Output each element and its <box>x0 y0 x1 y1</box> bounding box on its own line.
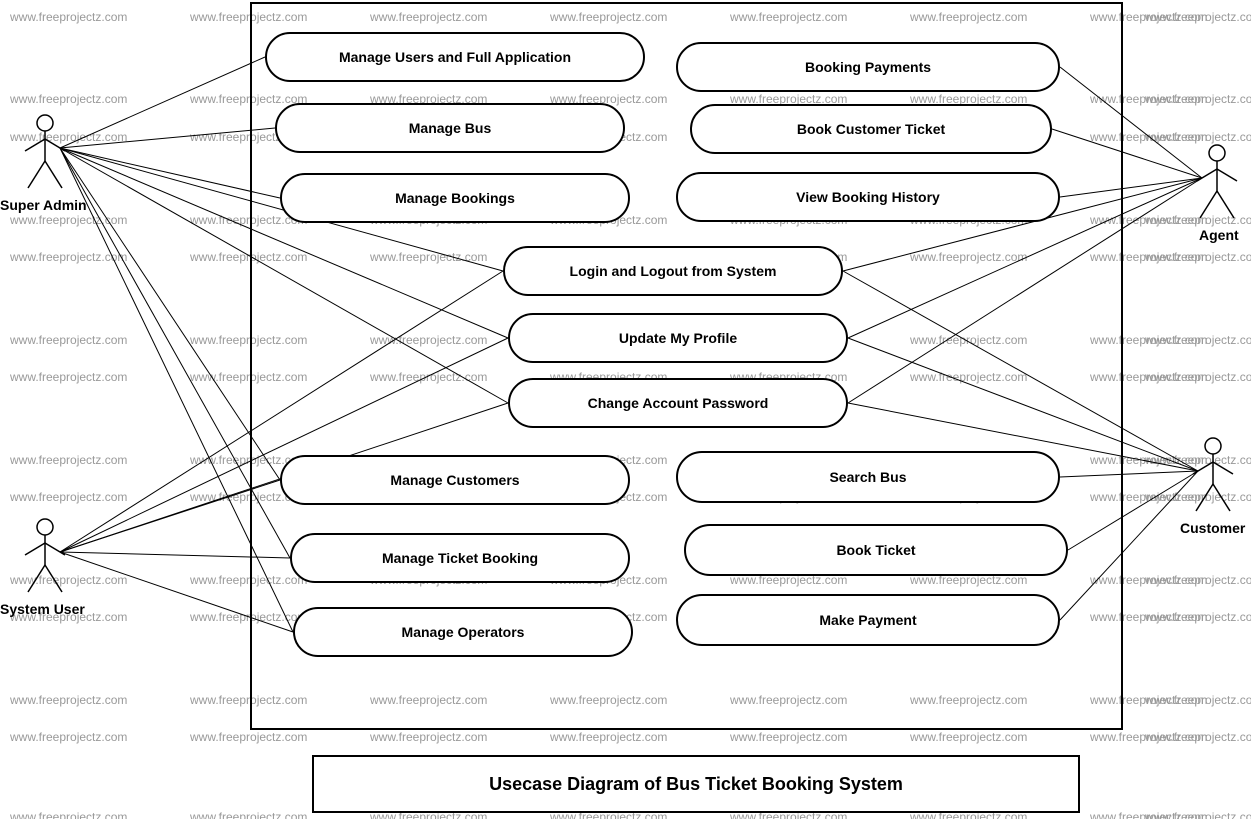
usecase-manage-customers: Manage Customers <box>280 455 630 505</box>
watermark-text: www.freeprojectz.com <box>1145 573 1251 587</box>
watermark-text: www.freeprojectz.com <box>1090 810 1207 819</box>
usecase-label: Manage Ticket Booking <box>382 550 538 566</box>
watermark-text: www.freeprojectz.com <box>1145 370 1251 384</box>
watermark-text: www.freeprojectz.com <box>10 810 127 819</box>
usecase-label: Manage Customers <box>390 472 519 488</box>
usecase-booking-payments: Booking Payments <box>676 42 1060 92</box>
usecase-label: Manage Bus <box>409 120 491 136</box>
actor-super-admin <box>20 113 70 198</box>
usecase-book-ticket: Book Ticket <box>684 524 1068 576</box>
usecase-label: Update My Profile <box>619 330 737 346</box>
usecase-manage-bookings: Manage Bookings <box>280 173 630 223</box>
watermark-text: www.freeprojectz.com <box>1145 10 1251 24</box>
watermark-text: www.freeprojectz.com <box>190 730 307 744</box>
actor-label-agent: Agent <box>1199 227 1239 243</box>
usecase-label: Booking Payments <box>805 59 931 75</box>
actor-agent <box>1192 143 1242 228</box>
usecase-view-booking-history: View Booking History <box>676 172 1060 222</box>
usecase-book-customer-ticket: Book Customer Ticket <box>690 104 1052 154</box>
usecase-manage-bus: Manage Bus <box>275 103 625 153</box>
diagram-title-text: Usecase Diagram of Bus Ticket Booking Sy… <box>489 774 903 795</box>
usecase-label: Change Account Password <box>588 395 769 411</box>
usecase-label: Manage Bookings <box>395 190 515 206</box>
usecase-make-payment: Make Payment <box>676 594 1060 646</box>
usecase-label: Manage Users and Full Application <box>339 49 571 65</box>
watermark-text: www.freeprojectz.com <box>10 453 127 467</box>
watermark-text: www.freeprojectz.com <box>10 10 127 24</box>
actor-customer <box>1188 436 1238 521</box>
watermark-text: www.freeprojectz.com <box>1145 810 1251 819</box>
watermark-text: www.freeprojectz.com <box>10 370 127 384</box>
diagram-stage: www.freeprojectz.comwww.freeprojectz.com… <box>0 0 1251 819</box>
usecase-manage-users: Manage Users and Full Application <box>265 32 645 82</box>
watermark-text: www.freeprojectz.com <box>10 92 127 106</box>
diagram-title-box: Usecase Diagram of Bus Ticket Booking Sy… <box>312 755 1080 813</box>
watermark-text: www.freeprojectz.com <box>550 730 667 744</box>
usecase-label: Book Customer Ticket <box>797 121 945 137</box>
actor-label-super-admin: Super Admin <box>0 197 87 213</box>
watermark-text: www.freeprojectz.com <box>10 213 127 227</box>
watermark-text: www.freeprojectz.com <box>10 333 127 347</box>
watermark-text: www.freeprojectz.com <box>10 730 127 744</box>
watermark-text: www.freeprojectz.com <box>10 490 127 504</box>
actor-system-user <box>20 517 70 602</box>
actor-label-customer: Customer <box>1180 520 1245 536</box>
usecase-update-profile: Update My Profile <box>508 313 848 363</box>
watermark-text: www.freeprojectz.com <box>1145 693 1251 707</box>
usecase-label: Book Ticket <box>836 542 915 558</box>
watermark-text: www.freeprojectz.com <box>1145 610 1251 624</box>
watermark-text: www.freeprojectz.com <box>10 693 127 707</box>
usecase-label: Manage Operators <box>402 624 525 640</box>
watermark-text: www.freeprojectz.com <box>1145 730 1251 744</box>
usecase-label: Search Bus <box>829 469 906 485</box>
usecase-label: Make Payment <box>819 612 916 628</box>
watermark-text: www.freeprojectz.com <box>1145 250 1251 264</box>
actor-label-system-user: System User <box>0 601 85 617</box>
watermark-text: www.freeprojectz.com <box>10 250 127 264</box>
usecase-label: View Booking History <box>796 189 940 205</box>
watermark-text: www.freeprojectz.com <box>730 730 847 744</box>
usecase-manage-operators: Manage Operators <box>293 607 633 657</box>
usecase-label: Login and Logout from System <box>570 263 777 279</box>
watermark-text: www.freeprojectz.com <box>370 730 487 744</box>
watermark-text: www.freeprojectz.com <box>1090 730 1207 744</box>
watermark-text: www.freeprojectz.com <box>1145 333 1251 347</box>
watermark-text: www.freeprojectz.com <box>1145 130 1251 144</box>
usecase-manage-ticket-booking: Manage Ticket Booking <box>290 533 630 583</box>
usecase-login-logout: Login and Logout from System <box>503 246 843 296</box>
usecase-change-password: Change Account Password <box>508 378 848 428</box>
watermark-text: www.freeprojectz.com <box>190 810 307 819</box>
watermark-text: www.freeprojectz.com <box>1145 92 1251 106</box>
watermark-text: www.freeprojectz.com <box>910 730 1027 744</box>
usecase-search-bus: Search Bus <box>676 451 1060 503</box>
